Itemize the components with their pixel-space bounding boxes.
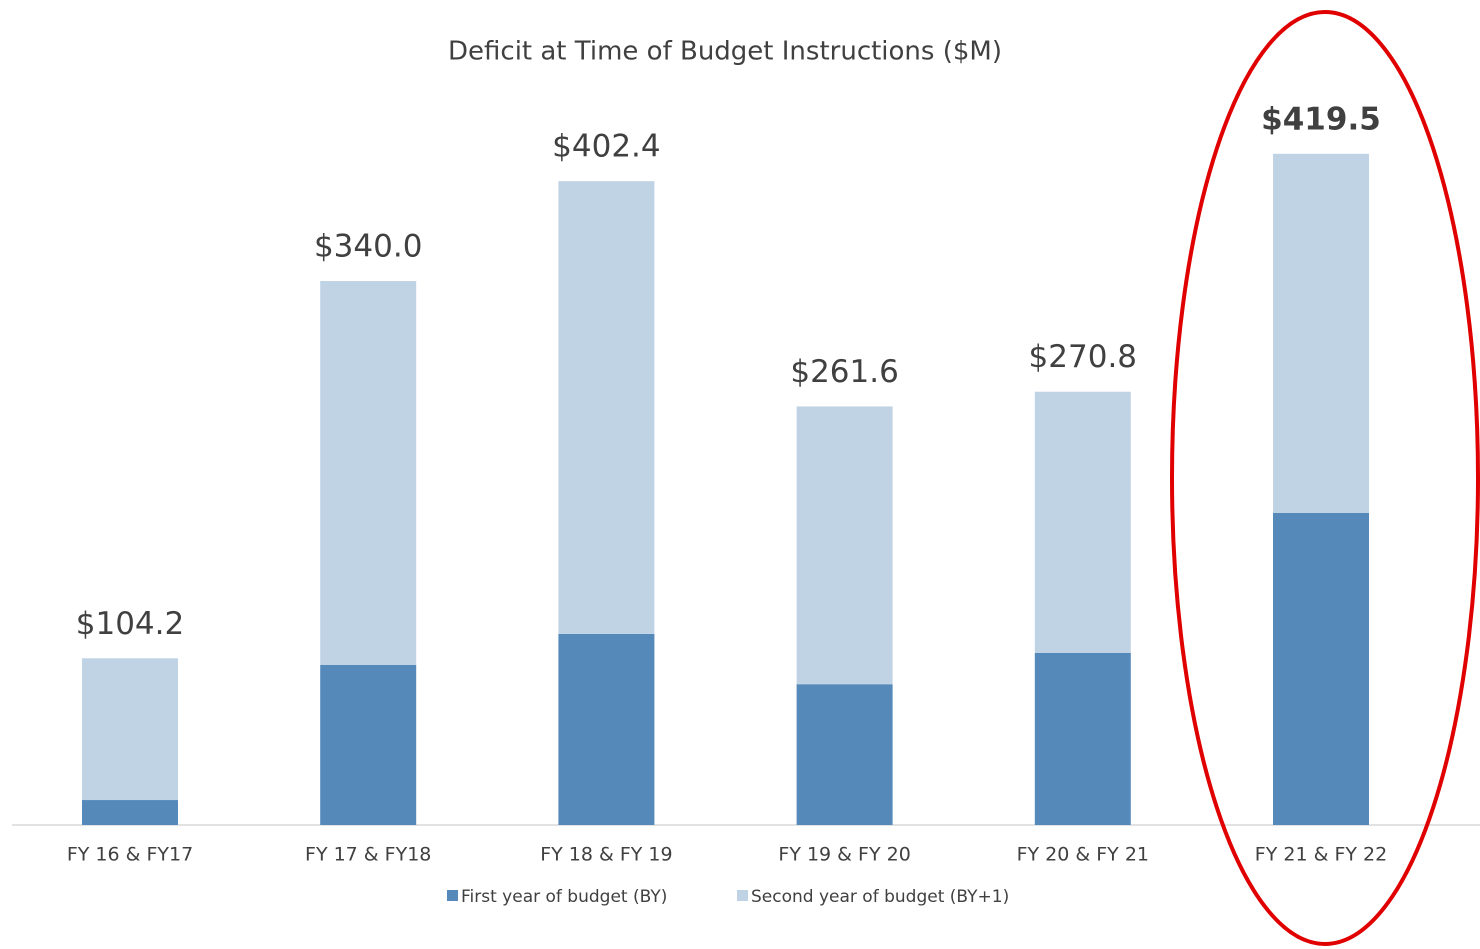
x-tick-label: FY 21 & FY 22 [1255, 844, 1387, 866]
bar-segment [82, 800, 178, 825]
total-label: $419.5 [1261, 101, 1381, 137]
total-label: $402.4 [552, 129, 660, 165]
legend-swatch [447, 890, 458, 901]
legend-label: Second year of budget (BY+1) [751, 887, 1009, 907]
total-label: $261.6 [790, 354, 898, 390]
chart-title: Deficit at Time of Budget Instructions (… [448, 37, 1002, 67]
bar-segment [796, 684, 893, 825]
legend-label: First year of budget (BY) [461, 887, 667, 907]
total-label: $104.2 [76, 606, 184, 642]
legend-swatch [737, 890, 748, 901]
x-tick-label: FY 16 & FY17 [67, 844, 193, 866]
bar-segment [1273, 513, 1369, 825]
total-label: $340.0 [314, 229, 422, 265]
bar-segment [558, 181, 655, 634]
x-tick-label: FY 17 & FY18 [305, 844, 431, 866]
bar-segment [1034, 653, 1131, 825]
bar-segment [82, 658, 178, 801]
bar-segment [1273, 153, 1369, 514]
highlight-ellipse [1170, 10, 1480, 946]
bar-segment [558, 633, 655, 825]
bar-segment [320, 281, 417, 665]
bar-segment [1034, 391, 1131, 653]
x-tick-label: FY 19 & FY 20 [778, 844, 910, 866]
bar-segment [796, 406, 893, 685]
total-label: $270.8 [1029, 339, 1137, 375]
x-tick-label: FY 20 & FY 21 [1017, 844, 1149, 866]
bar-segment [320, 665, 417, 825]
x-tick-label: FY 18 & FY 19 [540, 844, 672, 866]
